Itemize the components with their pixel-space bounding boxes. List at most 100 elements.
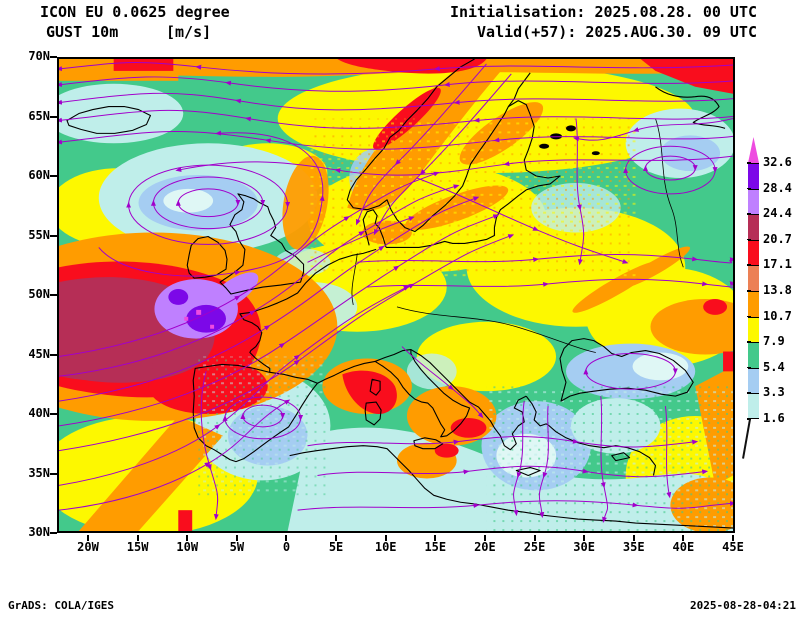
lon-label: 30E (573, 540, 595, 554)
lat-tick (50, 532, 57, 534)
colorbar-level-tick (747, 392, 751, 394)
colorbar-level-tick (747, 187, 751, 190)
coast-arctic (655, 86, 726, 129)
lon-tick (682, 535, 685, 541)
lon-label: 20W (77, 540, 99, 554)
lon-tick (384, 535, 387, 541)
colorbar-level-tick (747, 341, 751, 343)
lon-label: 45E (722, 540, 744, 554)
colorbar-segment (748, 393, 759, 419)
lat-label: 60N (28, 168, 50, 182)
colorbar-level-tick (747, 213, 751, 215)
lon-tick (434, 535, 437, 541)
lon-tick (136, 535, 139, 541)
variable-title: GUST 10m (46, 23, 119, 41)
initialisation-text: Initialisation: 2025.08.28. 00 UTC (449, 3, 757, 21)
coast-greece (525, 395, 549, 427)
colorbar-level-tick (747, 366, 751, 369)
coast-sicily (413, 437, 444, 450)
lon-tick (335, 535, 338, 541)
lon-tick (483, 535, 486, 541)
map-area (57, 57, 735, 533)
lat-label: 45N (28, 346, 50, 361)
colorbar-level-label: 20.7 (763, 231, 792, 246)
lon-label: 40E (672, 540, 695, 554)
colorbar-segment (748, 239, 759, 266)
lon-label: 15W (126, 540, 149, 554)
lat-tick (50, 472, 57, 475)
lon-label: 10E (374, 540, 397, 554)
gust-field (59, 59, 733, 531)
model-title: ICON EU 0.0625 degree (40, 3, 230, 21)
coast-balkans (410, 349, 527, 451)
lon-tick (632, 535, 635, 541)
river-volga (655, 118, 684, 268)
coast-cyprus (611, 452, 631, 462)
colorbar-segment (748, 342, 759, 368)
lat-tick (50, 353, 57, 356)
colorbar-level-label: 13.8 (763, 283, 792, 297)
colorbar-segment (748, 367, 759, 394)
lat-tick (50, 413, 57, 415)
lon-tick (583, 535, 586, 541)
lat-tick (50, 115, 57, 118)
lon-label: 0 (282, 540, 291, 554)
lat-label: 35N (28, 465, 50, 480)
lon-label: 15E (424, 540, 447, 554)
lat-tick (50, 294, 57, 296)
lon-label: 25E (523, 540, 546, 554)
colorbar-level-tick (747, 290, 751, 292)
coast-turkey-south (547, 424, 657, 476)
colorbar-level-tick (747, 418, 751, 420)
lat-label: 70N (28, 49, 50, 63)
coast-north-africa (289, 445, 733, 529)
colorbar-level-tick (747, 162, 751, 164)
coast-blacksea (559, 338, 694, 402)
lon-label: 35E (622, 540, 645, 554)
colorbar-level-label: 1.6 (763, 411, 785, 425)
colorbar-level-label: 10.7 (763, 308, 792, 323)
colorbar-arrow (748, 137, 759, 163)
colorbar-level-label: 28.4 (763, 180, 792, 195)
lon-label: 20E (474, 540, 496, 554)
lon-tick (186, 535, 189, 541)
colorbar-level-tick (747, 315, 751, 318)
lon-tick (533, 535, 536, 541)
colorbar-level-tick (747, 238, 751, 241)
colorbar-level-label: 24.4 (763, 206, 792, 221)
colorbar-level-label: 5.4 (763, 359, 785, 374)
lon-tick (87, 535, 89, 541)
lon-label: 5W (229, 540, 245, 554)
streamlines (59, 62, 733, 523)
colorbar-segment (748, 265, 759, 291)
colorbar-segment (748, 214, 759, 240)
lat-label: 65N (28, 108, 50, 123)
lat-tick (50, 56, 57, 58)
colorbar-tail (742, 419, 751, 459)
colorbar-level-label: 32.6 (763, 155, 792, 169)
colorbar-level-tick (747, 264, 751, 266)
colorbar-level-label: 17.1 (763, 257, 792, 272)
lat-tick (50, 175, 57, 177)
valid-text: Valid(+57): 2025.AUG.30. 09 UTC (477, 23, 757, 41)
units-label: [m/s] (166, 23, 212, 41)
lat-label: 50N (28, 287, 50, 301)
weather-map-svg (59, 59, 733, 531)
lat-label: 55N (28, 227, 50, 242)
lat-label: 40N (28, 406, 50, 420)
colorbar-segment (748, 316, 759, 343)
lon-tick (235, 535, 238, 541)
colorbar-level-label: 3.3 (763, 385, 785, 400)
colorbar-segment (748, 291, 759, 317)
colorbar-segment (748, 188, 759, 215)
colorbar-segment (748, 163, 759, 189)
lon-label: 5E (328, 540, 344, 554)
lon-label: 10W (176, 540, 199, 554)
lon-tick (731, 535, 734, 541)
colorbar-level-label: 7.9 (763, 334, 785, 349)
lat-tick (50, 234, 57, 237)
lat-label: 30N (28, 525, 50, 539)
grads-credit: GrADS: COLA/IGES (8, 599, 114, 612)
lon-tick (285, 535, 288, 541)
